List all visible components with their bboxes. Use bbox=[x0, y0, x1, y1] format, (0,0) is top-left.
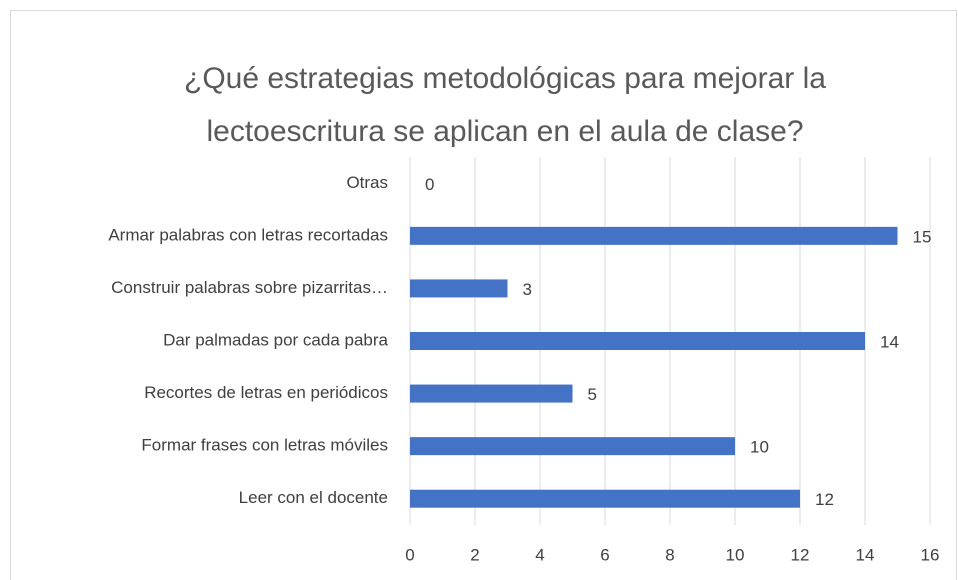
x-tick-label: 0 bbox=[405, 545, 414, 564]
data-label: 3 bbox=[523, 280, 532, 299]
y-tick-label: Recortes de letras en periódicos bbox=[144, 383, 388, 402]
bar bbox=[410, 226, 898, 245]
x-tick-label: 14 bbox=[856, 545, 875, 564]
x-tick-label: 8 bbox=[665, 545, 674, 564]
data-label: 14 bbox=[880, 332, 899, 351]
data-label: 10 bbox=[750, 438, 769, 457]
y-tick-label: Formar frases con letras móviles bbox=[141, 436, 388, 455]
chart-title: ¿Qué estrategias metodológicas para mejo… bbox=[184, 62, 826, 95]
data-label: 0 bbox=[425, 175, 434, 194]
y-tick-label: Otras bbox=[346, 173, 388, 192]
y-tick-label: Construir palabras sobre pizarritas… bbox=[111, 278, 388, 297]
bar bbox=[410, 489, 800, 508]
x-tick-label: 10 bbox=[726, 545, 745, 564]
y-tick-label: Dar palmadas por cada pabra bbox=[163, 330, 388, 349]
y-tick-label: Armar palabras con letras recortadas bbox=[108, 225, 388, 244]
x-tick-label: 16 bbox=[921, 545, 940, 564]
x-tick-label: 2 bbox=[470, 545, 479, 564]
data-label: 15 bbox=[913, 227, 932, 246]
y-tick-label: Leer con el docente bbox=[239, 488, 388, 507]
bar bbox=[410, 384, 573, 403]
bar bbox=[410, 332, 865, 350]
bar bbox=[410, 437, 735, 456]
data-label: 12 bbox=[815, 490, 834, 509]
x-tick-label: 12 bbox=[791, 545, 810, 564]
x-tick-label: 6 bbox=[600, 545, 609, 564]
bar bbox=[410, 279, 508, 298]
chart-title: lectoescritura se aplican en el aula de … bbox=[206, 115, 803, 148]
x-tick-label: 4 bbox=[535, 545, 544, 564]
data-label: 5 bbox=[588, 385, 597, 404]
